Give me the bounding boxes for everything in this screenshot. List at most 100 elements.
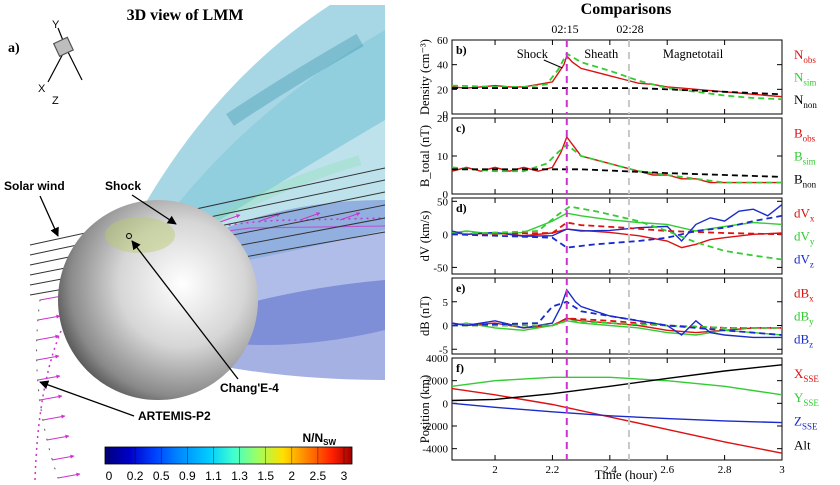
subplot-e: -5 0 5 e) dB (nT) dBx dBy dBz <box>418 277 814 356</box>
y-tick-label: 0 <box>443 229 449 241</box>
subplot-d: -50 0 50 d) dV (km/s) dVx dVy dVz <box>418 196 815 275</box>
series-line-y-sse <box>451 376 783 396</box>
legend-entry: XSSE <box>794 366 819 384</box>
colorbar-tick-label: 2 <box>288 469 295 483</box>
velocity-arrow <box>39 394 63 401</box>
arrow-artemis <box>39 380 135 417</box>
arrow-solar-wind <box>39 195 59 237</box>
plot-frame <box>451 117 783 195</box>
velocity-arrow <box>42 414 66 421</box>
moon-surface-patch <box>105 217 175 253</box>
legend-entry: dBx <box>794 286 814 304</box>
x-tick-label: 2.2 <box>546 464 560 476</box>
y-axis-title: dB (nT) <box>418 296 432 336</box>
series-line-dv-y-sim <box>451 205 783 261</box>
y-tick-label: 50 <box>437 196 449 208</box>
legend-entry: dBz <box>794 332 813 350</box>
plot-frame <box>451 357 783 461</box>
series-line-x-sse <box>451 387 783 454</box>
subplot-b: 0 20 40 60 b) Density (cm⁻³) Nobs Nsim Nnon <box>418 35 817 121</box>
velocity-arrow <box>37 314 61 321</box>
colorbar-tick-label: 0.2 <box>127 469 144 483</box>
region-pointer-shock <box>543 59 563 69</box>
region-label: Magnetotail <box>663 47 724 61</box>
legend-entry: dVy <box>794 229 815 247</box>
y-tick-label: -4000 <box>422 444 448 456</box>
subplot-f: -4000 -2000 0 2000 4000 2 2.2 2.4 2.6 2.8 3 f) Posit… <box>418 353 819 476</box>
y-tick-label: 20 <box>437 113 449 125</box>
label-changee4: Chang'E-4 <box>220 381 279 395</box>
panel-label-a: a) <box>8 41 20 56</box>
y-tick-label: 2000 <box>426 376 449 388</box>
plot-frame <box>451 197 783 275</box>
colorbar-tick-label: 1.3 <box>231 469 248 483</box>
colorbar-tick-label: 0.9 <box>179 469 196 483</box>
axis-triad <box>47 27 83 83</box>
y-tick-label: 40 <box>437 60 449 72</box>
axis-x-label: X <box>38 83 46 95</box>
y-tick-label: -5 <box>439 344 449 356</box>
artemis-trajectory <box>36 299 59 479</box>
series-line-db-y <box>451 320 783 336</box>
legend-entry: dBy <box>794 309 814 327</box>
velocity-arrow <box>46 434 70 441</box>
colorbar-tick-label: 0.5 <box>153 469 170 483</box>
series-line-dv-z-sim <box>451 214 783 249</box>
region-label: Sheath <box>584 47 619 61</box>
y-tick-label: 60 <box>437 35 449 47</box>
plot-frame <box>451 277 783 355</box>
left-panel: 3D view of LMM a) <box>4 5 386 483</box>
velocity-arrow <box>51 454 75 461</box>
y-tick-label: -2000 <box>422 421 448 433</box>
panel-label: b) <box>456 43 467 57</box>
colorbar: N/NSW 0 0.2 0.5 0.9 1.1 1.3 1.5 2 2.5 3 <box>104 431 353 483</box>
y-axis-title: B_total (nT) <box>418 125 432 187</box>
colorbar-tick-label: 3 <box>341 469 348 483</box>
series-line-b-non <box>452 168 783 178</box>
legend-entry: Bobs <box>794 126 816 144</box>
wake-surface-ridge <box>226 33 364 126</box>
marker-label-0228: 02:28 <box>616 22 643 36</box>
series-line-db-z-sim <box>451 300 783 336</box>
x-tick-label: 2.8 <box>718 464 732 476</box>
arrow-changee4 <box>131 240 239 380</box>
label-shock: Shock <box>105 179 141 193</box>
velocity-arrow <box>339 212 361 221</box>
legend-entry: Alt <box>794 437 811 452</box>
axis-z-label: Z <box>52 95 59 107</box>
series-line-dv-y <box>451 212 783 236</box>
right-panel: Comparisons 02:15 02:28 Time (hour) 0204… <box>418 1 819 482</box>
legend-entry: dVx <box>794 206 815 224</box>
series-line-alt <box>451 364 783 402</box>
x-tick-label: 3 <box>779 464 785 476</box>
y-tick-label: 10 <box>437 151 449 163</box>
colorbar-gradient <box>104 446 353 465</box>
series-line-db-y-sim <box>452 319 782 329</box>
x-axis-title: Time (hour) <box>595 467 658 482</box>
legend-entry: ZSSE <box>794 414 818 432</box>
subplot-c: 0 10 20 c) B_total (nT) Bobs Bsim Bnon <box>418 113 817 201</box>
y-tick-label: 0 <box>443 109 449 121</box>
legend-entry: Bsim <box>794 149 816 167</box>
y-tick-label: 0 <box>443 321 449 333</box>
series-line-n-sim <box>451 52 783 101</box>
y-tick-label: -50 <box>433 262 448 274</box>
y-tick-label: 0 <box>443 189 449 201</box>
series-line-n-non <box>452 87 783 96</box>
y-tick-label: 20 <box>437 84 449 96</box>
colorbar-tick-label: 1.1 <box>205 469 222 483</box>
velocity-arrow <box>37 374 61 381</box>
legend-entry: Nsim <box>794 69 816 87</box>
arrow-shock <box>131 194 177 225</box>
legend-entry: YSSE <box>794 390 819 408</box>
panel-label: d) <box>456 201 467 215</box>
label-artemis: ARTEMIS-P2 <box>138 409 211 423</box>
colorbar-title: N/NSW <box>302 431 336 447</box>
legend-entry: Bnon <box>794 172 817 190</box>
panel-label: e) <box>456 281 465 295</box>
artemis-velocity-arrows <box>36 212 361 479</box>
colorbar-tick-label: 1.5 <box>257 469 274 483</box>
velocity-arrow <box>57 472 81 479</box>
